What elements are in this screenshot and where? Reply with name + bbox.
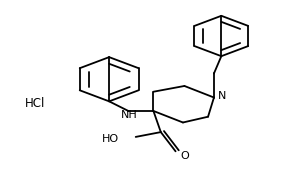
Text: HO: HO [102, 134, 119, 144]
Text: N: N [218, 91, 226, 101]
Text: HCl: HCl [25, 97, 46, 110]
Text: NH: NH [121, 110, 137, 120]
Text: O: O [180, 151, 189, 161]
